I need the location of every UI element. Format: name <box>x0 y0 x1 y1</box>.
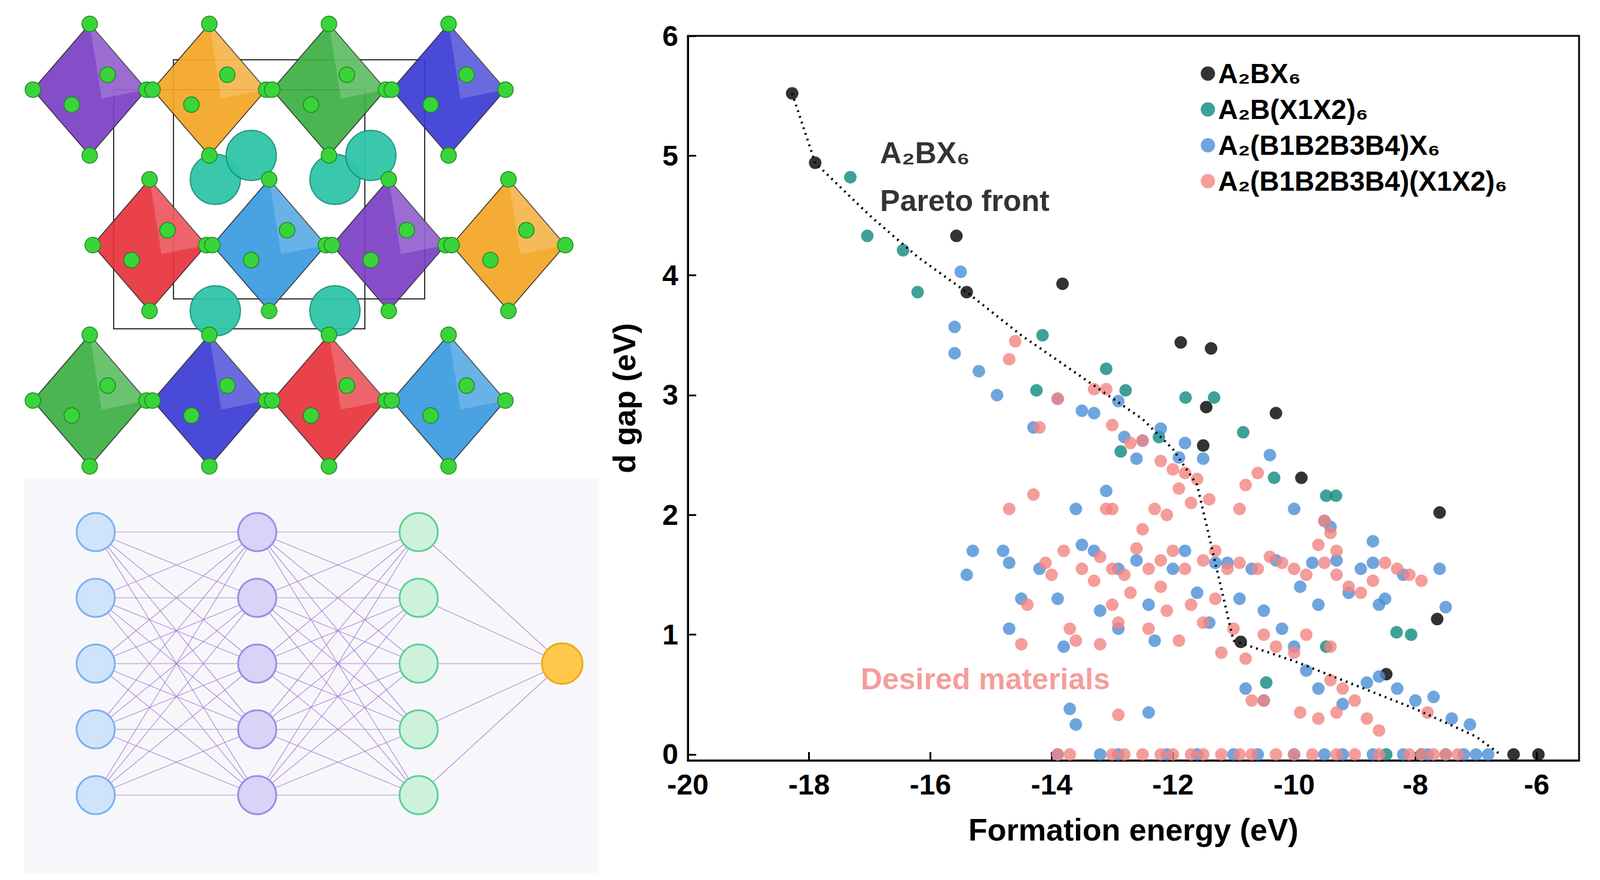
svg-text:Desired materials: Desired materials <box>860 662 1111 697</box>
svg-text:0: 0 <box>662 738 679 771</box>
svg-text:Pareto front: Pareto front <box>879 184 1050 218</box>
svg-text:4: 4 <box>662 259 679 292</box>
svg-text:-16: -16 <box>909 769 952 801</box>
svg-text:2: 2 <box>662 499 679 532</box>
svg-text:6: 6 <box>662 20 679 53</box>
svg-text:-18: -18 <box>788 769 830 801</box>
svg-text:A₂(B1B2B3B4)(X1X2)₆: A₂(B1B2B3B4)(X1X2)₆ <box>1217 165 1508 197</box>
svg-text:3: 3 <box>662 379 679 411</box>
svg-text:1: 1 <box>662 619 679 651</box>
svg-text:-8: -8 <box>1402 769 1429 801</box>
svg-text:-6: -6 <box>1524 769 1550 801</box>
svg-text:-10: -10 <box>1273 769 1315 801</box>
svg-text:-20: -20 <box>666 769 709 801</box>
svg-text:-14: -14 <box>1030 769 1073 801</box>
svg-text:-12: -12 <box>1152 769 1194 801</box>
svg-text:d gap (eV): d gap (eV) <box>607 322 642 474</box>
svg-text:A₂B(X1X2)₆: A₂B(X1X2)₆ <box>1217 93 1368 126</box>
svg-text:A₂BX₆: A₂BX₆ <box>879 136 971 170</box>
svg-text:A₂BX₆: A₂BX₆ <box>1217 58 1301 90</box>
svg-text:Formation energy (eV): Formation energy (eV) <box>968 812 1299 848</box>
svg-text:5: 5 <box>662 139 679 172</box>
svg-text:A₂(B1B2B3B4)X₆: A₂(B1B2B3B4)X₆ <box>1217 129 1440 161</box>
